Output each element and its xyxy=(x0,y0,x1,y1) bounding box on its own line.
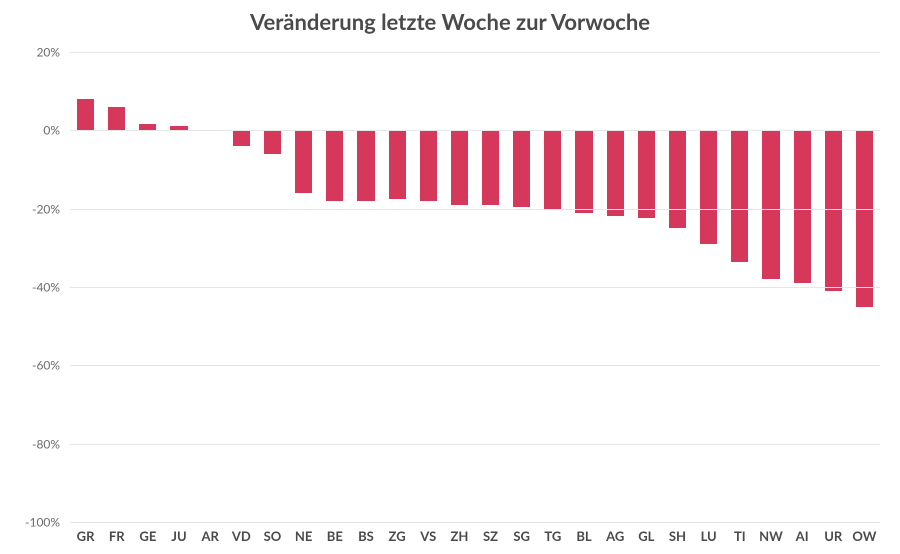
bar xyxy=(794,130,811,283)
chart-container: Veränderung letzte Woche zur Vorwoche -1… xyxy=(0,0,900,554)
y-tick-label: -80% xyxy=(32,436,70,451)
x-tick-label: ZH xyxy=(450,528,468,544)
y-tick-label: -20% xyxy=(32,201,70,216)
bar xyxy=(544,130,561,208)
x-tick-label: JU xyxy=(171,528,186,544)
x-tick-label: UR xyxy=(824,528,842,544)
plot-area: -100%-80%-60%-40%-20%0%20%GRFRGEJUARVDSO… xyxy=(70,52,880,522)
x-tick-label: BS xyxy=(358,528,374,544)
bar xyxy=(389,130,406,199)
bar xyxy=(108,107,125,131)
bar xyxy=(825,130,842,291)
bar xyxy=(451,130,468,204)
bar xyxy=(607,130,624,216)
gridline xyxy=(70,52,880,53)
x-tick-label: BE xyxy=(327,528,343,544)
x-tick-label: GE xyxy=(139,528,156,544)
gridline xyxy=(70,444,880,445)
x-tick-label: GL xyxy=(638,528,654,544)
bar xyxy=(513,130,530,206)
bar xyxy=(357,130,374,201)
chart-title: Veränderung letzte Woche zur Vorwoche xyxy=(0,8,900,35)
x-tick-label: GR xyxy=(77,528,95,544)
y-tick-label: -60% xyxy=(32,358,70,373)
x-tick-label: SO xyxy=(264,528,282,544)
gridline xyxy=(70,522,880,523)
bar xyxy=(326,130,343,201)
gridline xyxy=(70,365,880,366)
bar xyxy=(669,130,686,228)
x-tick-label: ZG xyxy=(389,528,406,544)
bar xyxy=(420,130,437,201)
y-tick-label: -100% xyxy=(25,515,70,530)
x-tick-label: FR xyxy=(109,528,125,544)
x-tick-label: SH xyxy=(669,528,686,544)
x-tick-label: AG xyxy=(606,528,624,544)
x-tick-label: BL xyxy=(576,528,591,544)
bar xyxy=(762,130,779,279)
x-tick-label: LU xyxy=(701,528,717,544)
bar xyxy=(233,130,250,146)
bar xyxy=(482,130,499,204)
bar xyxy=(295,130,312,193)
gridline xyxy=(70,209,880,210)
y-tick-label: -40% xyxy=(32,280,70,295)
bar xyxy=(700,130,717,244)
x-tick-label: NW xyxy=(759,528,783,544)
gridline xyxy=(70,130,880,131)
x-tick-label: VD xyxy=(232,528,251,544)
x-tick-label: NE xyxy=(295,528,313,544)
bar xyxy=(575,130,592,212)
x-tick-label: VS xyxy=(420,528,436,544)
bar xyxy=(731,130,748,261)
x-tick-label: SG xyxy=(513,528,530,544)
bar xyxy=(856,130,873,306)
y-tick-label: 20% xyxy=(36,45,70,60)
bar xyxy=(264,130,281,154)
x-tick-label: TG xyxy=(544,528,561,544)
bar xyxy=(77,99,94,130)
bar xyxy=(638,130,655,218)
x-tick-label: AI xyxy=(796,528,809,544)
x-tick-label: SZ xyxy=(483,528,498,544)
x-tick-label: TI xyxy=(734,528,746,544)
x-tick-label: AR xyxy=(201,528,218,544)
x-tick-label: OW xyxy=(852,528,876,544)
gridline xyxy=(70,287,880,288)
y-tick-label: 0% xyxy=(43,123,70,138)
